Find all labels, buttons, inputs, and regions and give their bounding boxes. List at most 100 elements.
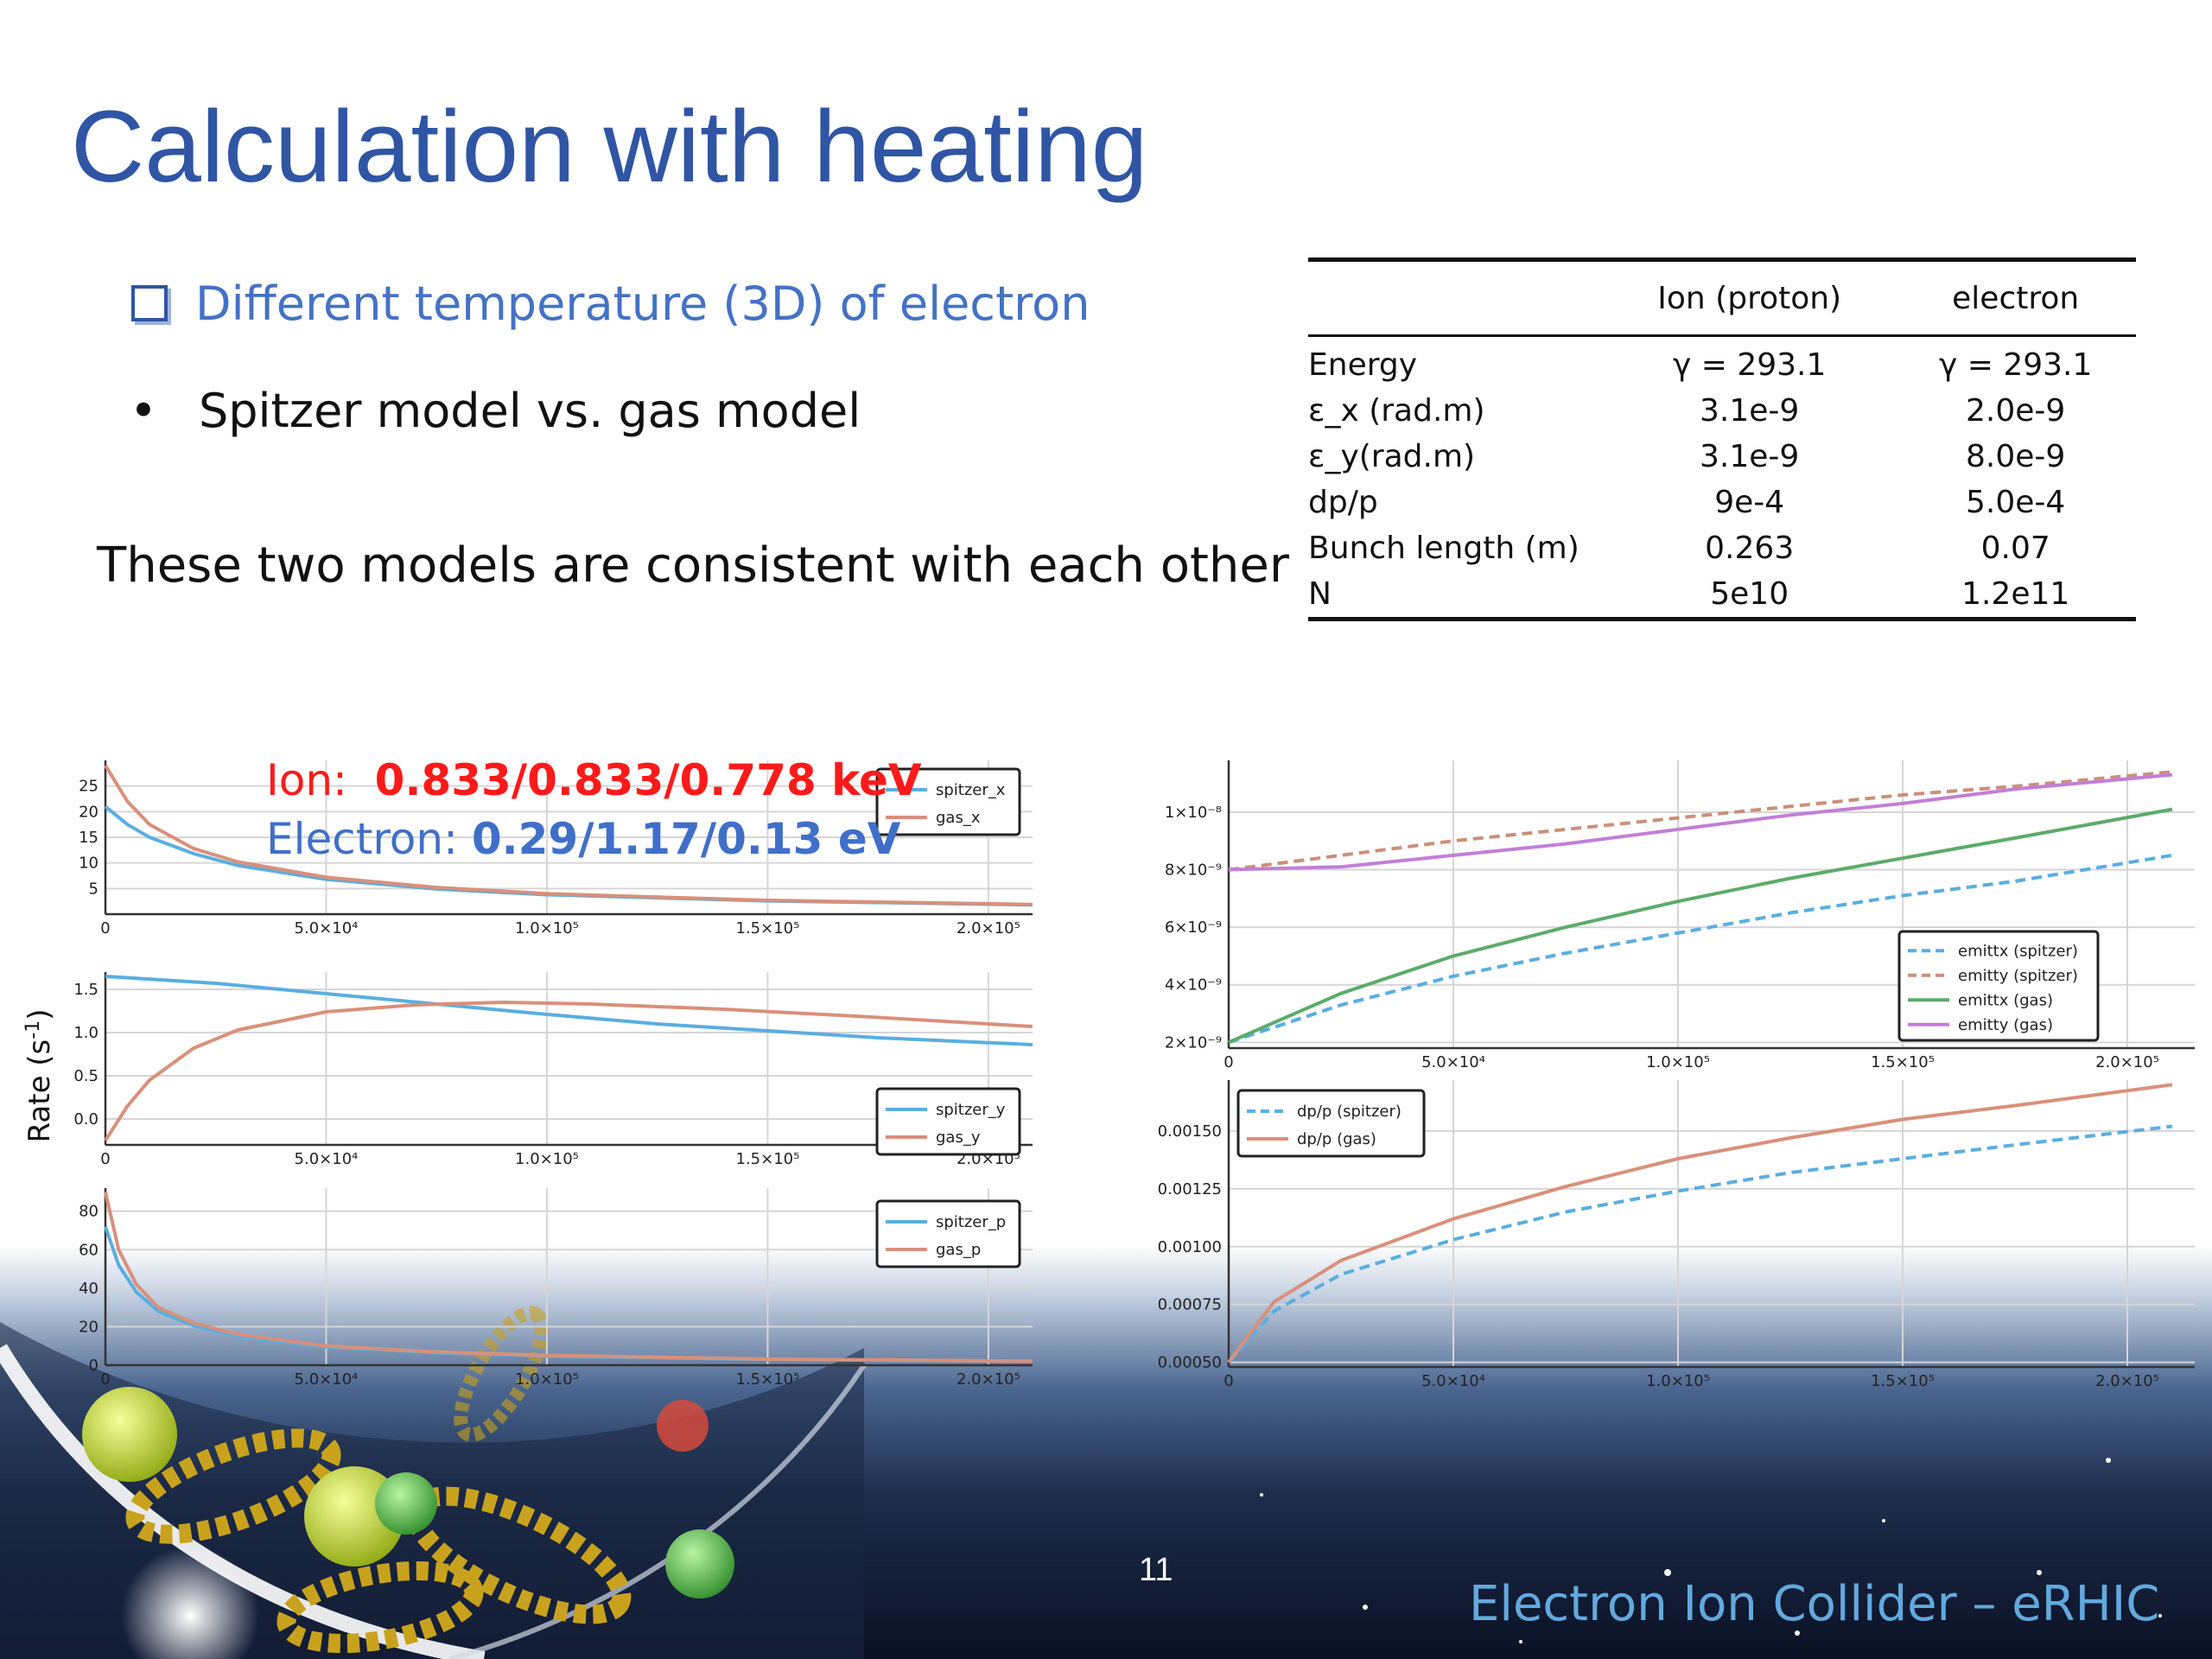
chart0-ytick-label: 15 (79, 829, 99, 847)
chart1-xtick-label: 0 (100, 1150, 110, 1168)
chart3-xtick-label: 0 (1224, 1053, 1233, 1071)
table-row: Bunch length (m) 0.263 0.07 (1308, 525, 2136, 571)
table-cell: N (1308, 576, 1332, 612)
chart0-xtick-label: 2.0×10⁵ (957, 919, 1020, 938)
chart0-xtick-label: 1.5×10⁵ (736, 919, 800, 938)
checkbox-bullet-icon (131, 285, 168, 321)
table-cell: ε_y(rad.m) (1308, 439, 1476, 474)
table-row: ε_x (rad.m) 3.1e-9 2.0e-9 (1308, 388, 2136, 434)
bullet-temperature: Different temperature (3D) of electron (131, 276, 1090, 331)
chart1-legend-label: gas_y (936, 1128, 981, 1147)
table-cell: 3.1e-9 (1700, 393, 1800, 429)
chart2-ytick-label: 20 (79, 1318, 99, 1336)
chart3-series-1-line (1228, 770, 2173, 872)
chart3-xtick-label: 2.0×10⁵ (2095, 1053, 2159, 1071)
chart4-xtick-label: 2.0×10⁵ (2095, 1372, 2159, 1390)
table-row: Energy γ = 293.1 γ = 293.1 (1308, 336, 2136, 389)
chart4-series-1-line (1227, 1083, 2173, 1363)
table-header-cell (1308, 259, 1604, 337)
chart1-xtick-label: 5.0×10⁴ (295, 1150, 359, 1168)
chart3-ytick-label: 2×10⁻⁹ (1165, 1033, 1222, 1052)
electron-label: Electron: (266, 814, 458, 864)
chart3-xtick-label: 1.0×10⁵ (1646, 1053, 1710, 1071)
table-header-cell: Ion (proton) (1604, 259, 1896, 337)
table-body: Energy γ = 293.1 γ = 293.1 ε_x (rad.m) 3.1e-… (1308, 336, 2136, 620)
table-cell: 8.0e-9 (1966, 439, 2066, 474)
table-row: ε_y(rad.m) 3.1e-9 8.0e-9 (1308, 434, 2136, 480)
chart0-ytick-label: 10 (79, 855, 99, 873)
table-cell: 5.0e-4 (1966, 485, 2066, 520)
chart-rate-y: 0 5.0×10⁴ 1.0×10⁵ 1.5×10⁵ 2.0×10⁵0.00.51.01.… (73, 972, 1033, 1168)
chart4-ytick-label: 0.00150 (1158, 1122, 1222, 1141)
table-cell: 9e-4 (1714, 485, 1785, 520)
chart3-series-2-line (1228, 807, 2173, 1045)
chart4-legend-label: dp/p (spitzer) (1297, 1103, 1402, 1121)
table-cell: 2.0e-9 (1966, 393, 2066, 429)
chart1-xtick-label: 1.5×10⁵ (736, 1150, 800, 1168)
chart3-legend-label: emittx (spitzer) (1958, 942, 2078, 960)
chart2-legend-label: gas_p (936, 1241, 981, 1259)
ion-label: Ion: (266, 755, 347, 805)
table-cell: γ = 293.1 (1672, 347, 1827, 383)
chart2-xtick-label: 1.0×10⁵ (515, 1370, 579, 1389)
electron-temperature-annotation: Electron: 0.29/1.17/0.13 eV (266, 814, 900, 864)
chart2-ytick-label: 80 (79, 1203, 99, 1221)
chart3-legend-label: emitty (gas) (1958, 1016, 2053, 1034)
chart2-ytick-label: 60 (79, 1241, 99, 1259)
chart2-xtick-label: 2.0×10⁵ (957, 1370, 1020, 1389)
bullet-dot-icon: • (130, 384, 157, 438)
chart2-series-1-line (104, 1192, 1033, 1363)
electron-value: 0.29/1.17/0.13 eV (471, 814, 901, 864)
chart3-legend-label: emittx (gas) (1958, 991, 2053, 1009)
chart2-ytick-label: 40 (79, 1280, 99, 1298)
table-cell: 5e10 (1710, 576, 1789, 612)
table-header-cell: electron (1895, 259, 2136, 337)
consistency-note: These two models are consistent with eac… (97, 537, 1289, 594)
stars (1260, 1458, 2162, 1643)
table-cell: Energy (1308, 347, 1418, 383)
page-number: 11 (1139, 1552, 1173, 1588)
chart2-xtick-label: 1.5×10⁵ (736, 1370, 800, 1389)
chart-dpp: 0 5.0×10⁴ 1.0×10⁵ 1.5×10⁵ 2.0×10⁵ 0.00050 0.00… (1158, 1080, 2195, 1390)
chart4-xtick-label: 1.0×10⁵ (1646, 1372, 1710, 1390)
chart4-ytick-label: 0.00100 (1158, 1238, 1222, 1256)
chart4-xtick-label: 5.0×10⁴ (1421, 1372, 1485, 1390)
chart1-xtick-label: 1.0×10⁵ (515, 1150, 579, 1168)
chart3-legend-box (1897, 930, 2100, 1042)
chart1-legend-label: spitzer_y (936, 1101, 1006, 1119)
chart2-ytick-label: 0 (89, 1357, 99, 1375)
chart4-xtick-label: 0 (1224, 1372, 1233, 1390)
footer-text: Electron Ion Collider – eRHIC (1469, 1576, 2160, 1632)
chart0-xtick-label: 1.0×10⁵ (515, 919, 579, 938)
chart0-legend-label: gas_x (936, 809, 981, 827)
table-row: dp/p 9e-4 5.0e-4 (1308, 480, 2136, 525)
chart0-ytick-label: 5 (89, 880, 99, 898)
chart1-ytick-label: 1.0 (73, 1024, 99, 1042)
table-cell: 0.07 (1980, 531, 2050, 566)
chart3-series-3-line (1228, 772, 2173, 872)
chart2-legend-label: spitzer_p (936, 1213, 1006, 1231)
chart3-xtick-label: 5.0×10⁴ (1421, 1053, 1485, 1071)
chart4-legend-label: dp/p (gas) (1297, 1130, 1376, 1148)
chart1-series-1-line (104, 1001, 1033, 1142)
chart3-ytick-label: 6×10⁻⁹ (1165, 918, 1222, 937)
chart-emittance: 0 5.0×10⁴ 1.0×10⁵ 1.5×10⁵ 2.0×10⁵ 2×10⁻⁹ 4×10⁻… (1165, 760, 2195, 1071)
chart0-ytick-label: 20 (79, 803, 99, 821)
chart3-ytick-label: 1×10⁻⁸ (1165, 804, 1222, 822)
table-cell: 0.263 (1705, 531, 1795, 566)
table-cell: Bunch length (m) (1308, 531, 1580, 566)
chart2-xtick-label: 5.0×10⁴ (295, 1370, 359, 1389)
chart4-ytick-label: 0.00050 (1158, 1354, 1222, 1372)
chart3-ytick-label: 4×10⁻⁹ (1165, 976, 1222, 995)
table-cell: dp/p (1308, 485, 1378, 520)
table-header-row: Ion (proton) electron (1308, 259, 2136, 337)
chart3-ytick-label: 8×10⁻⁹ (1165, 861, 1222, 880)
bullet-models-text: Spitzer model vs. gas model (199, 384, 861, 438)
bullet-temperature-text: Different temperature (3D) of electron (195, 276, 1090, 331)
parameter-table: Ion (proton) electron Energy γ = 293.1 γ =… (1308, 257, 2136, 621)
chart4-ytick-label: 0.00125 (1158, 1180, 1222, 1198)
table-cell: ε_x (rad.m) (1308, 393, 1485, 429)
table-cell: 1.2e11 (1961, 576, 2070, 612)
chart3-legend-label: emitty (spitzer) (1958, 967, 2078, 985)
chart1-ytick-label: 1.5 (73, 981, 99, 999)
